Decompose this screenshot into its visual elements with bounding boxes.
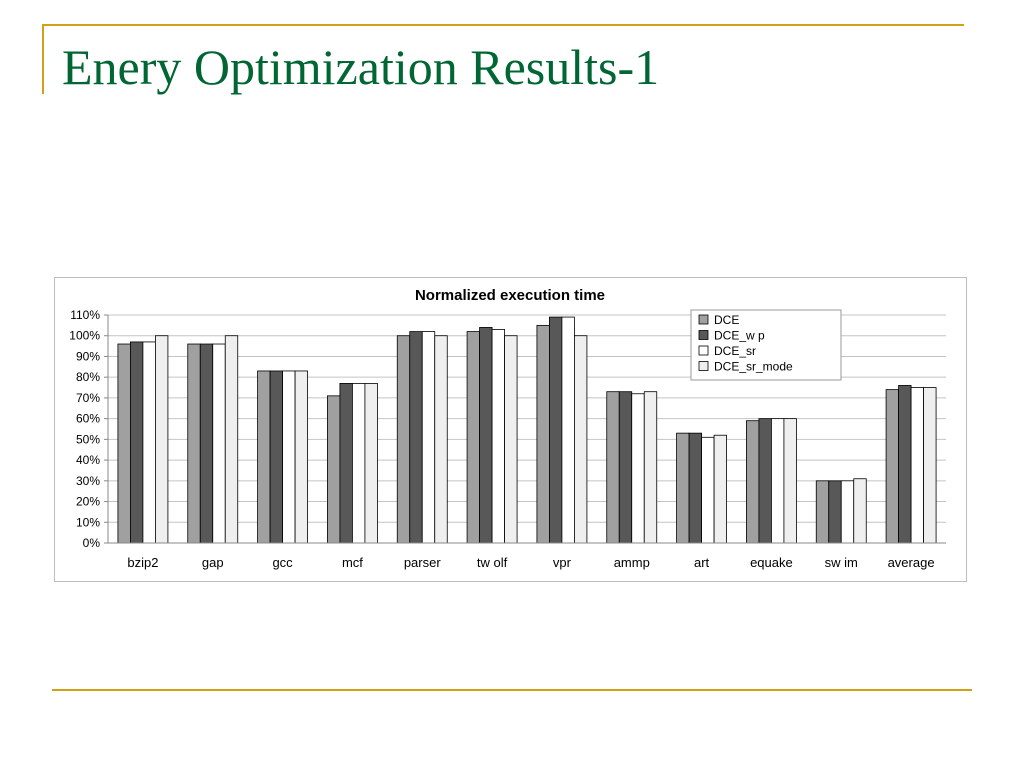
bar-dce-w-p xyxy=(479,327,493,544)
x-tick-label: bzip2 xyxy=(127,555,158,570)
bar-dce-w-p xyxy=(898,385,912,544)
y-tick-label: 100% xyxy=(69,329,100,343)
bar-dce-w-p xyxy=(549,316,563,544)
bar-dce-sr xyxy=(561,316,575,544)
x-tick-label: tw olf xyxy=(477,555,508,570)
legend-swatch xyxy=(698,314,709,325)
bar-dce-sr-mode xyxy=(155,335,169,544)
bar-dce-sr xyxy=(771,418,785,544)
y-tick-label: 30% xyxy=(76,474,100,488)
x-tick-label: mcf xyxy=(342,555,363,570)
bar-dce-sr-mode xyxy=(643,391,658,544)
y-tick-label: 10% xyxy=(76,515,100,529)
y-tick-label: 20% xyxy=(76,495,100,509)
bar-dce-w-p xyxy=(688,432,702,544)
x-tick-label: vpr xyxy=(553,555,572,570)
legend-swatch xyxy=(698,361,709,371)
bar-dce-sr xyxy=(421,331,436,544)
legend-label: DCE_w p xyxy=(714,329,765,343)
x-tick-label: ammp xyxy=(614,555,650,570)
bar-dce-w-p xyxy=(409,331,423,544)
bar-dce xyxy=(676,432,690,544)
bar-dce xyxy=(746,420,760,544)
bar-dce xyxy=(187,343,201,544)
x-tick-label: art xyxy=(694,555,710,570)
bar-dce-w-p xyxy=(269,370,283,544)
bar-dce-w-p xyxy=(758,418,772,544)
bar-dce-sr-mode xyxy=(504,335,518,544)
top-rule xyxy=(42,24,964,26)
bar-dce-sr xyxy=(910,387,924,544)
bottom-rule xyxy=(52,689,972,691)
bar-dce-w-p xyxy=(339,383,353,544)
chart-frame: Normalized execution time 0% 10% 20% 30% 40%… xyxy=(54,277,967,582)
bar-dce xyxy=(885,389,899,544)
bars xyxy=(117,316,937,544)
bar-dce xyxy=(536,324,550,544)
bar-dce-sr-mode xyxy=(574,335,588,544)
chart-title: Normalized execution time xyxy=(415,287,605,304)
x-tick-label: average xyxy=(888,555,935,570)
x-tick-label: gap xyxy=(202,555,224,570)
bar-dce-sr-mode xyxy=(224,335,239,544)
legend-swatch xyxy=(698,330,709,340)
y-tick-label: 80% xyxy=(76,370,100,384)
bar-dce xyxy=(396,335,411,544)
bar-dce xyxy=(815,480,830,544)
y-tick-label: 110% xyxy=(70,308,100,322)
bar-dce-sr xyxy=(701,436,715,544)
legend-swatch xyxy=(698,345,709,356)
bar-dce-sr-mode xyxy=(853,478,867,544)
y-tick-label: 0% xyxy=(83,536,101,550)
bar-dce-sr xyxy=(212,343,226,544)
y-tick-label: 90% xyxy=(76,349,100,363)
bar-dce-sr xyxy=(491,329,505,544)
legend-label: DCE_sr_mode xyxy=(714,360,793,374)
legend-box xyxy=(690,309,842,381)
bar-dce-sr-mode xyxy=(923,387,937,544)
bar-dce-sr-mode xyxy=(783,418,797,544)
y-tick-label: 70% xyxy=(76,391,100,405)
left-rule xyxy=(42,24,44,94)
x-tick-label: sw im xyxy=(825,555,858,570)
y-tick-label: 60% xyxy=(76,412,100,426)
x-tick-label: parser xyxy=(404,555,442,570)
axes: 0% 10% 20% 30% 40% 50% 60% 70% 80% 90% 100% 110% bzi… xyxy=(69,308,946,570)
bar-dce-sr-mode xyxy=(434,335,448,544)
slide-title: Enery Optimization Results-1 xyxy=(62,39,660,95)
x-tick-label: gcc xyxy=(272,555,293,570)
bar-dce-sr xyxy=(352,383,366,544)
bar-dce-sr xyxy=(142,341,156,544)
bar-chart: Normalized execution time 0% 10% 20% 30% 40%… xyxy=(69,287,946,570)
bar-dce-w-p xyxy=(199,343,214,544)
legend-label: DCE xyxy=(714,313,739,327)
bar-dce-sr-mode xyxy=(713,434,727,544)
bar-dce-w-p xyxy=(618,391,633,544)
bar-dce-sr-mode xyxy=(294,370,308,544)
bar-dce-sr xyxy=(282,370,296,544)
bar-dce-sr xyxy=(840,480,855,544)
bar-dce xyxy=(117,343,131,544)
bar-dce-w-p xyxy=(130,341,144,544)
x-tick-label: equake xyxy=(750,555,793,570)
bar-dce xyxy=(606,391,620,544)
bar-dce xyxy=(327,395,341,544)
bar-dce-w-p xyxy=(828,480,842,544)
y-tick-label: 40% xyxy=(76,453,100,467)
bar-dce-sr xyxy=(631,393,645,544)
bar-dce xyxy=(257,370,271,544)
y-tick-label: 50% xyxy=(76,432,100,446)
bar-dce-sr-mode xyxy=(364,383,378,544)
legend-label: DCE_sr xyxy=(714,344,756,358)
bar-dce xyxy=(466,331,480,544)
